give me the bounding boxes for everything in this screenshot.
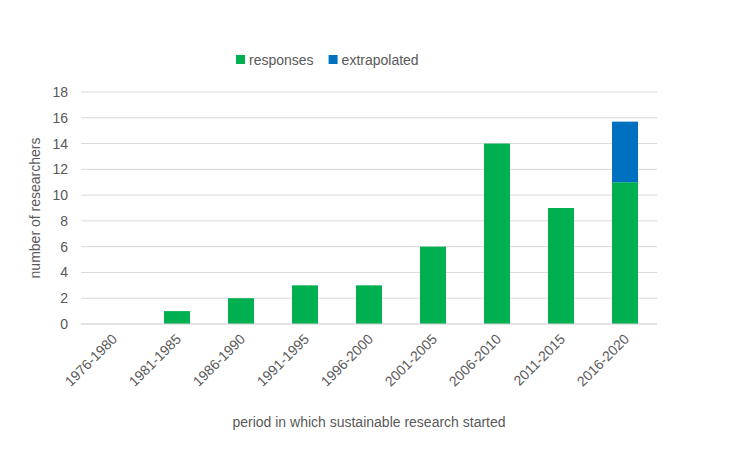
y-tick-label: 10 [52, 187, 68, 203]
legend-label: extrapolated [342, 52, 419, 68]
y-tick-label: 16 [52, 110, 68, 126]
x-axis-title: period in which sustainable research sta… [232, 414, 505, 430]
x-tick-label: 1976-1980 [61, 331, 120, 390]
y-tick-label: 14 [52, 136, 68, 152]
bar [612, 182, 638, 324]
x-tick-label: 2011-2015 [510, 331, 568, 389]
legend-label: responses [249, 52, 314, 68]
grid-line [81, 324, 657, 325]
bar [612, 122, 638, 183]
x-axis [81, 324, 657, 325]
y-axis-title: number of researchers [27, 138, 43, 279]
bar [292, 285, 318, 324]
chart-svg: 0 2 4 6 8 10 12 14 16 18 1976-19801981-19851986-19… [0, 0, 732, 459]
bar [164, 311, 190, 324]
bar [548, 208, 574, 324]
x-tick-label: 1986-1990 [189, 331, 248, 390]
y-tick-label: 18 [52, 84, 68, 100]
bars [164, 122, 638, 324]
grid-line [81, 195, 657, 196]
x-tick-label: 2001-2005 [381, 331, 440, 390]
y-tick-label: 8 [60, 213, 68, 229]
y-tick-label: 6 [60, 239, 68, 255]
grid-line [81, 169, 657, 170]
grid-line [81, 92, 657, 93]
bar [420, 247, 446, 324]
y-tick-label: 12 [52, 161, 68, 177]
grid-line [81, 117, 657, 118]
y-tick-label: 4 [60, 264, 68, 280]
x-tick-label: 1991-1995 [253, 331, 312, 390]
chart-container: 0 2 4 6 8 10 12 14 16 18 1976-19801981-19851986-19… [0, 0, 732, 459]
bar [356, 285, 382, 324]
grid-line [81, 143, 657, 144]
bar [484, 144, 510, 324]
y-tick-label: 0 [60, 316, 68, 332]
legend-swatch [236, 55, 245, 64]
x-tick-label: 2016-2020 [573, 331, 632, 390]
x-tick-label: 1981-1985 [125, 331, 184, 390]
x-tick-label: 2006-2010 [445, 331, 504, 390]
legend-swatch [329, 55, 338, 64]
y-tick-label: 2 [60, 290, 68, 306]
bar [228, 298, 254, 324]
x-tick-label: 1996-2000 [317, 331, 376, 390]
